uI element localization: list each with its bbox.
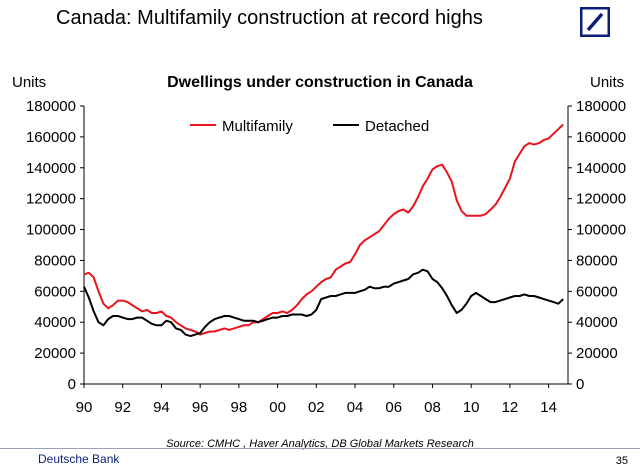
x-tick-label: 92 xyxy=(114,399,131,416)
x-tick-label: 90 xyxy=(76,399,93,416)
left-y-tick-label: 60000 xyxy=(34,283,76,300)
x-tick-label: 10 xyxy=(463,399,480,416)
left-y-tick-label: 180000 xyxy=(26,98,76,115)
footer-brand: Deutsche Bank xyxy=(38,452,120,466)
left-y-tick-label: 0 xyxy=(68,376,76,393)
left-y-tick-label: 20000 xyxy=(34,345,76,362)
deutsche-bank-logo-icon xyxy=(580,7,610,37)
x-tick-label: 12 xyxy=(502,399,519,416)
right-y-tick-label: 80000 xyxy=(576,252,618,269)
left-y-tick-label: 160000 xyxy=(26,129,76,146)
right-y-tick-label: 100000 xyxy=(576,222,626,239)
right-y-tick-label: 140000 xyxy=(576,160,626,177)
slide-title: Canada: Multifamily construction at reco… xyxy=(56,7,483,29)
left-y-tick-label: 120000 xyxy=(26,191,76,208)
legend-label-detached: Detached xyxy=(365,118,429,135)
footer-divider xyxy=(0,448,640,449)
chart-title: Dwellings under construction in Canada xyxy=(167,74,473,91)
x-tick-label: 94 xyxy=(153,399,170,416)
left-y-tick-label: 40000 xyxy=(34,314,76,331)
x-tick-label: 02 xyxy=(308,399,325,416)
legend-label-multifamily: Multifamily xyxy=(222,118,293,135)
x-tick-label: 04 xyxy=(347,399,364,416)
right-y-tick-label: 60000 xyxy=(576,283,618,300)
left-y-tick-label: 140000 xyxy=(26,160,76,177)
source-note: Source: CMHC , Haver Analytics, DB Globa… xyxy=(166,438,474,450)
right-y-tick-label: 20000 xyxy=(576,345,618,362)
detached-series-line xyxy=(83,268,564,338)
x-tick-label: 06 xyxy=(385,399,402,416)
right-axis-unit-label: Units xyxy=(590,74,625,91)
left-axis-unit-label: Units xyxy=(12,74,47,91)
x-tick-label: 98 xyxy=(231,399,248,416)
right-y-tick-label: 0 xyxy=(576,376,584,393)
left-y-tick-label: 80000 xyxy=(34,252,76,269)
x-tick-label: 96 xyxy=(192,399,209,416)
right-y-tick-label: 120000 xyxy=(576,191,626,208)
right-y-tick-label: 180000 xyxy=(576,98,626,115)
right-y-tick-label: 40000 xyxy=(576,314,618,331)
x-tick-label: 14 xyxy=(540,399,557,416)
x-tick-label: 08 xyxy=(424,399,441,416)
left-y-tick-label: 100000 xyxy=(26,222,76,239)
x-tick-label: 00 xyxy=(269,399,286,416)
page-number: 35 xyxy=(615,455,628,467)
multifamily-series-line xyxy=(83,123,564,336)
right-y-tick-label: 160000 xyxy=(576,129,626,146)
